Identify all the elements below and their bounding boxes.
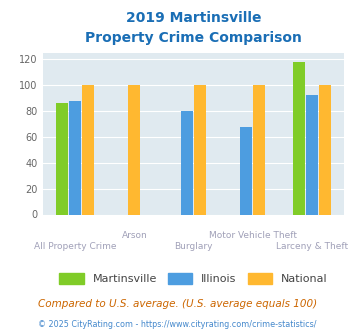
Bar	[69, 101, 81, 214]
Text: Larceny & Theft: Larceny & Theft	[276, 242, 348, 251]
Bar	[293, 62, 305, 215]
Title: 2019 Martinsville
Property Crime Comparison: 2019 Martinsville Property Crime Compari…	[85, 11, 302, 45]
Text: All Property Crime: All Property Crime	[34, 242, 116, 251]
Bar	[306, 95, 318, 214]
Text: Burglary: Burglary	[174, 242, 213, 251]
Bar	[253, 85, 265, 214]
Bar	[82, 85, 94, 214]
Legend: Martinsville, Illinois, National: Martinsville, Illinois, National	[55, 269, 332, 289]
Bar	[240, 126, 252, 214]
Text: Arson: Arson	[121, 231, 147, 240]
Text: Compared to U.S. average. (U.S. average equals 100): Compared to U.S. average. (U.S. average …	[38, 299, 317, 309]
Bar	[128, 85, 140, 214]
Bar	[194, 85, 206, 214]
Bar	[181, 111, 193, 214]
Text: © 2025 CityRating.com - https://www.cityrating.com/crime-statistics/: © 2025 CityRating.com - https://www.city…	[38, 320, 317, 329]
Bar	[319, 85, 331, 214]
Text: Motor Vehicle Theft: Motor Vehicle Theft	[209, 231, 297, 240]
Bar	[56, 103, 68, 214]
